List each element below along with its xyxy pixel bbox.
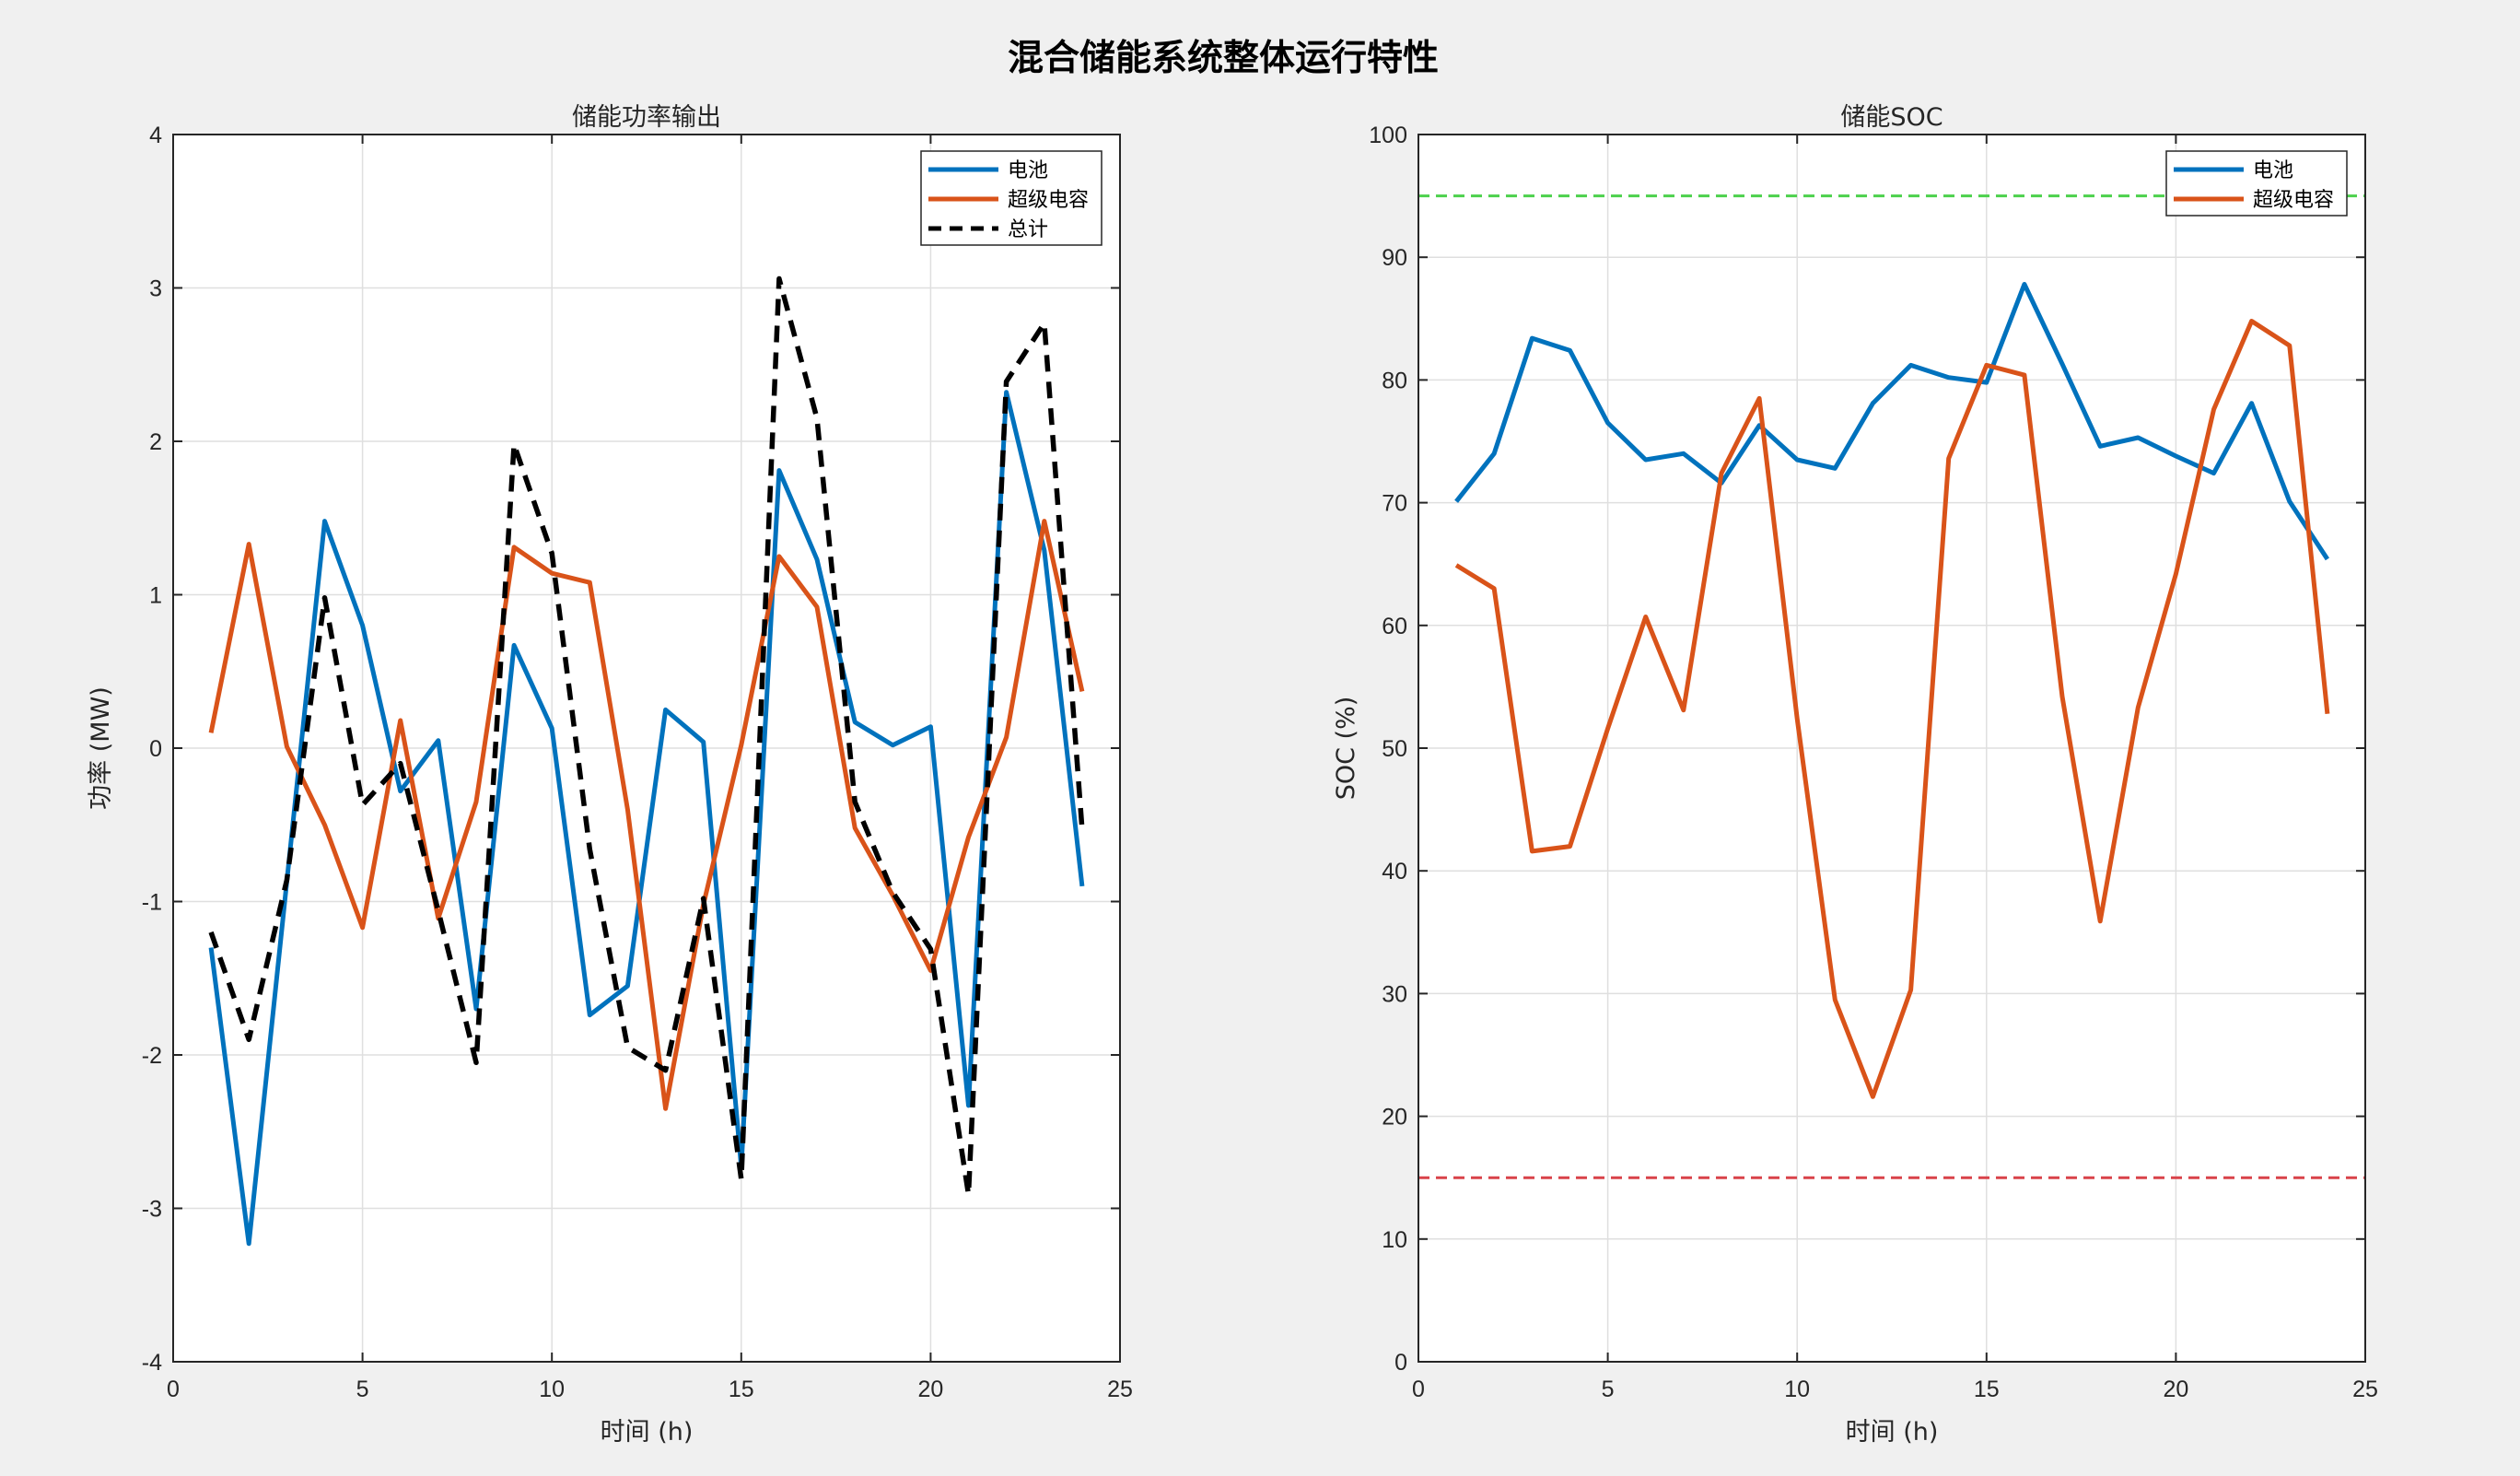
series-line-1	[208, 519, 1085, 1111]
y-tick-label: 1	[149, 583, 162, 609]
legend-label-2: 总计	[1008, 218, 1048, 241]
y-tick-label: 90	[1382, 245, 1407, 271]
y-tick-label: 3	[149, 276, 162, 302]
y-tick-label: 100	[1369, 123, 1407, 148]
y-tick-label: 60	[1382, 614, 1407, 639]
x-tick-label: 25	[2352, 1376, 2378, 1402]
series-line-0	[1454, 282, 2329, 561]
x-axis-label: 时间 (h)	[1846, 1418, 1939, 1447]
axes-title: 储能SOC	[1840, 103, 1942, 132]
x-tick-label: 10	[539, 1376, 565, 1402]
legend-label-1: 超级电容	[2253, 189, 2334, 212]
x-tick-label: 0	[167, 1376, 180, 1402]
x-tick-label: 20	[917, 1376, 943, 1402]
y-tick-label: 0	[1394, 1350, 1407, 1376]
figure-title: 混合储能系统整体运行特性	[1008, 38, 1439, 79]
x-tick-label: 25	[1107, 1376, 1133, 1402]
series-line-0	[208, 390, 1085, 1247]
x-tick-label: 0	[1412, 1376, 1425, 1402]
y-tick-label: 30	[1382, 981, 1407, 1007]
y-axis-label: 功率 (MW)	[87, 686, 115, 810]
legend-label-0: 电池	[2253, 159, 2293, 182]
y-tick-label: 40	[1382, 859, 1407, 884]
y-tick-label: 4	[149, 123, 162, 148]
x-tick-label: 15	[1974, 1376, 2000, 1402]
series-line-1	[1454, 319, 2330, 1099]
y-tick-label: -2	[142, 1043, 162, 1069]
x-tick-label: 5	[356, 1376, 369, 1402]
y-tick-label: 2	[149, 429, 162, 455]
y-tick-label: 0	[149, 736, 162, 762]
x-tick-label: 5	[1602, 1376, 1615, 1402]
y-tick-label: 20	[1382, 1105, 1407, 1130]
x-tick-label: 15	[729, 1376, 754, 1402]
legend-label-0: 电池	[1008, 159, 1048, 182]
y-tick-label: -4	[142, 1350, 162, 1376]
legend-box	[2165, 150, 2348, 217]
x-tick-label: 20	[2163, 1376, 2188, 1402]
y-tick-label: 70	[1382, 491, 1407, 517]
y-tick-label: 10	[1382, 1227, 1407, 1253]
y-tick-label: -3	[142, 1197, 162, 1223]
x-axis-label: 时间 (h)	[601, 1418, 694, 1447]
x-tick-label: 10	[1784, 1376, 1810, 1402]
y-axis-label: SOC (%)	[1332, 697, 1360, 801]
soc-plot: 0 5 10 15 20 25 0 10 20 30 40 50 60 70 80 90 100 储能SOC 时间 …	[1332, 103, 2378, 1447]
y-tick-label: -1	[142, 890, 162, 916]
legend-label-1: 超级电容	[1008, 189, 1089, 212]
y-tick-label: 50	[1382, 736, 1407, 762]
y-tick-label: 80	[1382, 368, 1407, 393]
axes-title: 储能功率输出	[572, 103, 721, 132]
